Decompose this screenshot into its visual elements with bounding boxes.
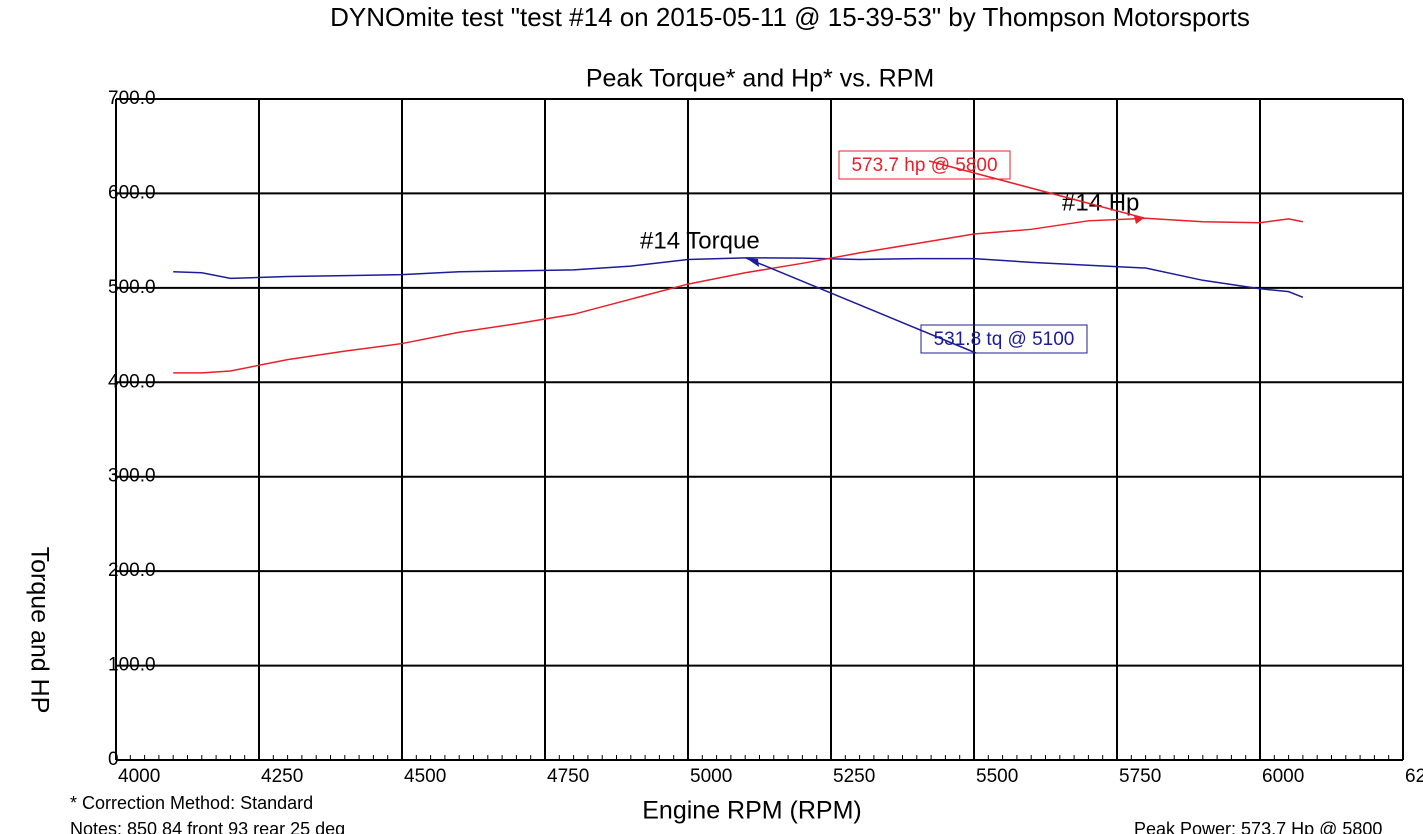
footnote: * Correction Method: Standard — [70, 793, 313, 813]
x-tick-label: 4500 — [404, 766, 446, 787]
chart-title: DYNOmite test "test #14 on 2015-05-11 @ … — [330, 2, 1250, 32]
annotation: 531.8 tq @ 5100 — [934, 329, 1075, 350]
series-line — [173, 257, 1304, 298]
x-tick-label: 4000 — [118, 766, 160, 787]
annotation-box — [838, 150, 1011, 180]
y-tick-label: 700.0 — [108, 88, 156, 109]
y-tick-label: 400.0 — [108, 371, 156, 392]
y-tick-label: 0 — [108, 749, 119, 770]
x-tick-label: 4250 — [261, 766, 303, 787]
y-tick-label: 300.0 — [108, 466, 156, 487]
annotation-arrow — [745, 257, 977, 354]
x-tick-label: 4750 — [547, 766, 589, 787]
arrow-head — [1134, 216, 1144, 224]
annotation-box — [920, 324, 1088, 354]
x-axis-label: Engine RPM (RPM) — [642, 797, 862, 825]
y-axis-label: Torque and HP — [25, 547, 53, 714]
chart-subtitle: Peak Torque* and Hp* vs. RPM — [586, 65, 934, 93]
y-tick-label: 600.0 — [108, 182, 156, 203]
series-line — [173, 217, 1304, 374]
x-tick-label: 6000 — [1262, 766, 1304, 787]
annotation: 573.7 hp @ 5800 — [851, 155, 997, 176]
x-tick-label: 6250 — [1405, 766, 1423, 787]
arrow-head — [746, 258, 759, 267]
series-label: #14 Torque — [640, 227, 760, 254]
x-tick-label: 5000 — [690, 766, 732, 787]
x-tick-label: 5250 — [833, 766, 875, 787]
y-tick-label: 500.0 — [108, 277, 156, 298]
x-tick-label: 5500 — [976, 766, 1018, 787]
y-tick-label: 200.0 — [108, 560, 156, 581]
x-tick-label: 5750 — [1119, 766, 1161, 787]
y-tick-label: 100.0 — [108, 655, 156, 676]
footnote: Peak Power: 573.7 Hp @ 5800 — [1134, 819, 1382, 834]
footnote: Notes: 850 84 front 93 rear 25 deg — [70, 819, 345, 834]
annotation-arrow — [928, 160, 1145, 219]
series-label: #14 Hp — [1062, 189, 1139, 216]
